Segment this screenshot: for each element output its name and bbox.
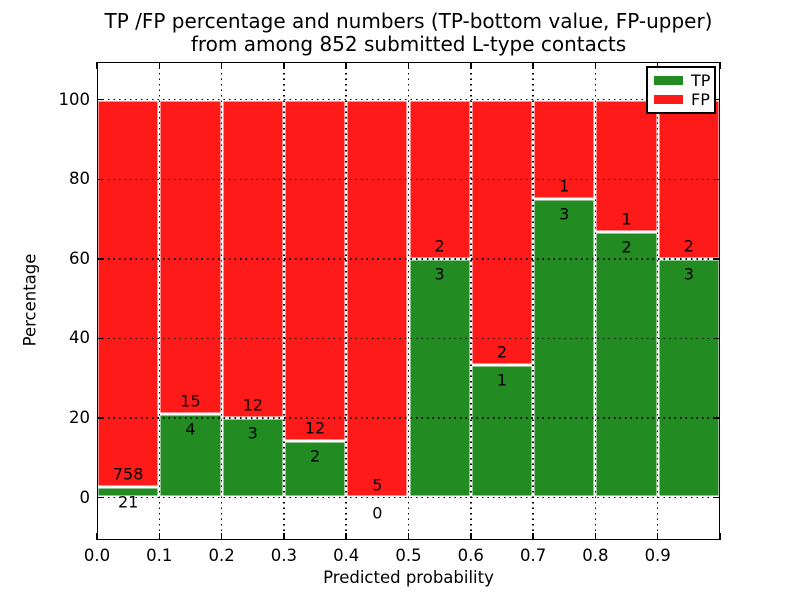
bar-fp-segment — [346, 99, 409, 498]
chart-title-line2: from among 852 submitted L-type contacts — [190, 32, 627, 56]
y-tick-mark — [97, 258, 104, 260]
y-tick-mark — [97, 496, 104, 499]
y-tick-mark — [97, 337, 104, 340]
y-axis-label: Percentage — [20, 253, 40, 347]
x-tick-mark — [283, 533, 285, 540]
x-tick-mark — [158, 62, 161, 69]
bar-tp-segment — [657, 258, 720, 498]
chart-title-line1: TP /FP percentage and numbers (TP-bottom… — [104, 9, 713, 33]
x-tick-mark — [220, 533, 223, 540]
v-gridline — [158, 62, 161, 540]
bar-fp-segment — [159, 99, 222, 414]
x-tick-mark — [345, 533, 347, 540]
bar-tp-segment — [470, 364, 534, 498]
x-tick-label: 0.0 — [83, 546, 111, 565]
h-gridline — [97, 496, 720, 499]
y-tick-label: 20 — [69, 407, 90, 427]
legend-item-tp: TP — [654, 70, 714, 90]
plot-area — [96, 62, 721, 540]
y-tick-mark — [713, 258, 720, 260]
x-tick-mark — [407, 62, 410, 69]
v-gridline — [220, 62, 223, 540]
v-gridline — [345, 62, 347, 540]
x-tick-mark — [719, 533, 721, 540]
legend-label-tp: TP — [691, 70, 711, 90]
x-tick-mark — [719, 62, 721, 69]
v-gridline — [532, 62, 534, 540]
h-gridline — [97, 178, 720, 180]
bar-tp-segment — [221, 417, 284, 498]
x-tick-mark — [656, 533, 659, 540]
x-tick-mark — [158, 533, 161, 540]
x-tick-label: 0.9 — [644, 546, 671, 565]
v-gridline — [594, 62, 597, 540]
x-tick-label: 0.3 — [270, 546, 298, 565]
x-tick-label: 0.4 — [333, 546, 360, 565]
chart-title: TP /FP percentage and numbers (TP-bottom… — [97, 10, 720, 56]
h-gridline — [97, 417, 720, 419]
y-tick-mark — [713, 417, 720, 419]
h-gridline — [97, 258, 720, 260]
tp-color-swatch-icon — [654, 76, 683, 85]
y-tick-mark — [97, 417, 104, 419]
v-gridline — [656, 62, 659, 540]
x-tick-mark — [532, 62, 534, 69]
y-tick-mark — [713, 178, 720, 180]
x-tick-label: 0.6 — [457, 546, 484, 565]
x-tick-mark — [220, 62, 223, 69]
bar-fp-segment — [595, 99, 658, 233]
y-tick-mark — [97, 178, 104, 180]
y-tick-label: 60 — [69, 248, 90, 268]
x-tick-mark — [470, 533, 472, 540]
legend-label-fp: FP — [691, 89, 710, 109]
y-tick-mark — [713, 337, 720, 340]
legend: TP FP — [646, 66, 716, 114]
x-axis-label: Predicted probability — [323, 568, 494, 587]
legend-item-fp: FP — [654, 89, 714, 109]
y-tick-label: 40 — [69, 328, 90, 348]
x-tick-mark — [470, 62, 472, 69]
bar-fp-segment — [470, 99, 534, 365]
bar-tp-segment — [159, 413, 222, 498]
x-tick-mark — [345, 62, 347, 69]
bar-fp-segment — [97, 99, 160, 487]
y-tick-label: 0 — [79, 487, 91, 507]
bar-fp-segment — [283, 99, 347, 441]
x-tick-mark — [283, 62, 285, 69]
x-tick-label: 0.8 — [582, 546, 609, 565]
x-tick-mark — [656, 62, 659, 69]
bar-tp-segment — [408, 258, 471, 498]
bar-tp-segment — [595, 232, 658, 498]
x-tick-mark — [594, 533, 597, 540]
y-tick-mark — [713, 98, 720, 101]
bar-fp-segment — [533, 99, 596, 200]
x-tick-label: 0.5 — [395, 546, 422, 565]
x-tick-mark — [407, 533, 410, 540]
x-tick-label: 0.2 — [208, 546, 235, 565]
x-tick-mark — [594, 62, 597, 69]
v-gridline — [283, 62, 285, 540]
x-tick-label: 0.1 — [146, 546, 173, 565]
y-tick-mark — [713, 496, 720, 499]
fp-color-swatch-icon — [654, 95, 683, 104]
bar-tp-segment — [283, 440, 347, 498]
h-gridline — [97, 337, 720, 340]
bar-tp-segment — [97, 486, 160, 498]
v-gridline — [470, 62, 472, 540]
y-tick-label: 100 — [58, 89, 91, 109]
y-tick-mark — [97, 98, 104, 101]
h-gridline — [97, 98, 720, 101]
bar-tp-segment — [533, 199, 596, 498]
x-tick-label: 0.7 — [519, 546, 547, 565]
v-gridline — [407, 62, 410, 540]
x-tick-mark — [532, 533, 534, 540]
y-tick-label: 80 — [69, 169, 90, 189]
